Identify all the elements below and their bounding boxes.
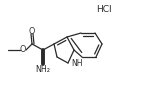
Text: NH: NH bbox=[71, 59, 83, 68]
Text: O: O bbox=[29, 26, 35, 35]
Text: O: O bbox=[20, 45, 26, 54]
Text: NH₂: NH₂ bbox=[36, 65, 50, 73]
Text: HCl: HCl bbox=[96, 5, 112, 15]
